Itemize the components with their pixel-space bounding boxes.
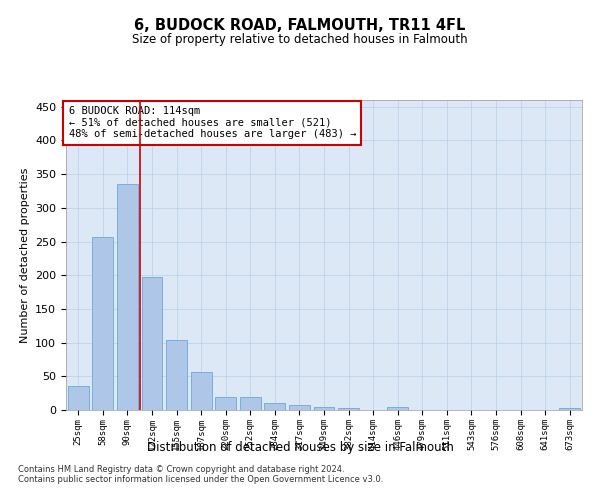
Bar — [559, 408, 580, 410]
Text: Contains HM Land Registry data © Crown copyright and database right 2024.: Contains HM Land Registry data © Crown c… — [18, 466, 344, 474]
Text: 6, BUDOCK ROAD, FALMOUTH, TR11 4FL: 6, BUDOCK ROAD, FALMOUTH, TR11 4FL — [134, 18, 466, 32]
Bar — [314, 406, 334, 410]
Bar — [265, 404, 286, 410]
Bar — [166, 340, 187, 410]
Text: Contains public sector information licensed under the Open Government Licence v3: Contains public sector information licen… — [18, 476, 383, 484]
Bar — [215, 396, 236, 410]
Bar — [289, 404, 310, 410]
Bar — [191, 372, 212, 410]
Bar — [142, 277, 163, 410]
Bar — [387, 408, 408, 410]
Text: Distribution of detached houses by size in Falmouth: Distribution of detached houses by size … — [146, 441, 454, 454]
Y-axis label: Number of detached properties: Number of detached properties — [20, 168, 29, 342]
Bar — [92, 238, 113, 410]
Bar — [338, 408, 359, 410]
Text: Size of property relative to detached houses in Falmouth: Size of property relative to detached ho… — [132, 32, 468, 46]
Bar — [240, 396, 261, 410]
Text: 6 BUDOCK ROAD: 114sqm
← 51% of detached houses are smaller (521)
48% of semi-det: 6 BUDOCK ROAD: 114sqm ← 51% of detached … — [68, 106, 356, 140]
Bar — [68, 386, 89, 410]
Bar — [117, 184, 138, 410]
